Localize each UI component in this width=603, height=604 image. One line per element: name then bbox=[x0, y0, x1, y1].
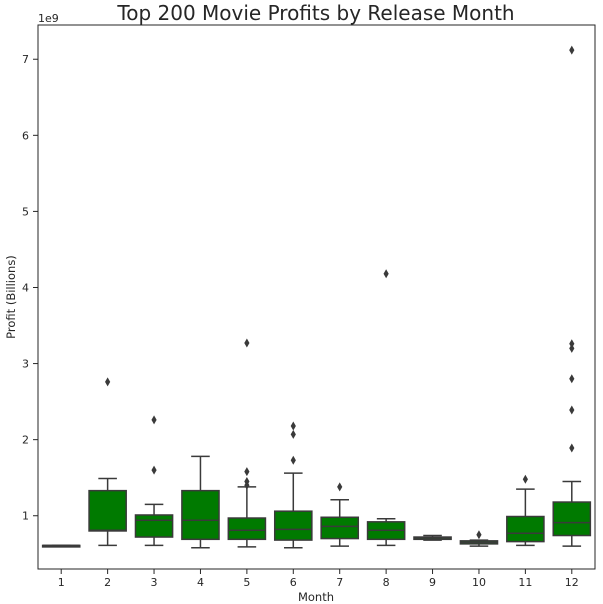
y-tick-label: 2 bbox=[22, 434, 29, 447]
outlier-point bbox=[244, 467, 250, 477]
plot-frame bbox=[37, 24, 596, 570]
y-tick-label: 7 bbox=[22, 53, 29, 66]
x-tick-label: 8 bbox=[383, 576, 390, 589]
x-tick-label: 1 bbox=[58, 576, 65, 589]
box bbox=[181, 489, 220, 541]
x-tick-label: 10 bbox=[472, 576, 486, 589]
y-axis-label: Profit (Billions) bbox=[4, 255, 18, 339]
box bbox=[134, 514, 174, 538]
x-tick-label: 4 bbox=[197, 576, 204, 589]
y-tick-label: 3 bbox=[22, 358, 29, 371]
box bbox=[88, 489, 127, 532]
box bbox=[227, 517, 267, 541]
outlier-point bbox=[476, 530, 482, 540]
box bbox=[320, 516, 360, 540]
chart-title: Top 200 Movie Profits by Release Month bbox=[116, 1, 514, 25]
outlier-point bbox=[383, 269, 389, 279]
outlier-point bbox=[105, 377, 111, 387]
y-scale-label: 1e9 bbox=[38, 12, 59, 25]
outlier-point bbox=[337, 482, 343, 492]
y-tick-label: 4 bbox=[22, 281, 29, 294]
outlier-point bbox=[244, 477, 250, 487]
outlier-point bbox=[290, 455, 296, 465]
outlier-point bbox=[290, 421, 296, 431]
y-tick-label: 5 bbox=[22, 205, 29, 218]
x-tick-label: 11 bbox=[518, 576, 532, 589]
y-tick-label: 1 bbox=[22, 510, 29, 523]
box bbox=[552, 501, 592, 537]
outlier-point bbox=[290, 429, 296, 439]
x-tick-label: 9 bbox=[429, 576, 436, 589]
outlier-point bbox=[569, 339, 575, 349]
x-axis-label: Month bbox=[298, 590, 334, 604]
x-tick-label: 5 bbox=[243, 576, 250, 589]
x-tick-label: 7 bbox=[336, 576, 343, 589]
outlier-point bbox=[569, 343, 575, 353]
x-tick-label: 3 bbox=[151, 576, 158, 589]
outlier-point bbox=[569, 443, 575, 453]
box bbox=[506, 515, 545, 543]
x-tick-label: 12 bbox=[565, 576, 579, 589]
outlier-point bbox=[151, 415, 157, 425]
outlier-point bbox=[569, 374, 575, 384]
outlier-point bbox=[569, 45, 575, 55]
outlier-point bbox=[522, 474, 528, 484]
y-tick-label: 6 bbox=[22, 129, 29, 142]
outlier-point bbox=[151, 465, 157, 475]
outlier-point bbox=[569, 405, 575, 415]
box bbox=[273, 510, 313, 541]
x-tick-label: 6 bbox=[290, 576, 297, 589]
x-tick-label: 2 bbox=[104, 576, 111, 589]
outlier-point bbox=[244, 338, 250, 348]
